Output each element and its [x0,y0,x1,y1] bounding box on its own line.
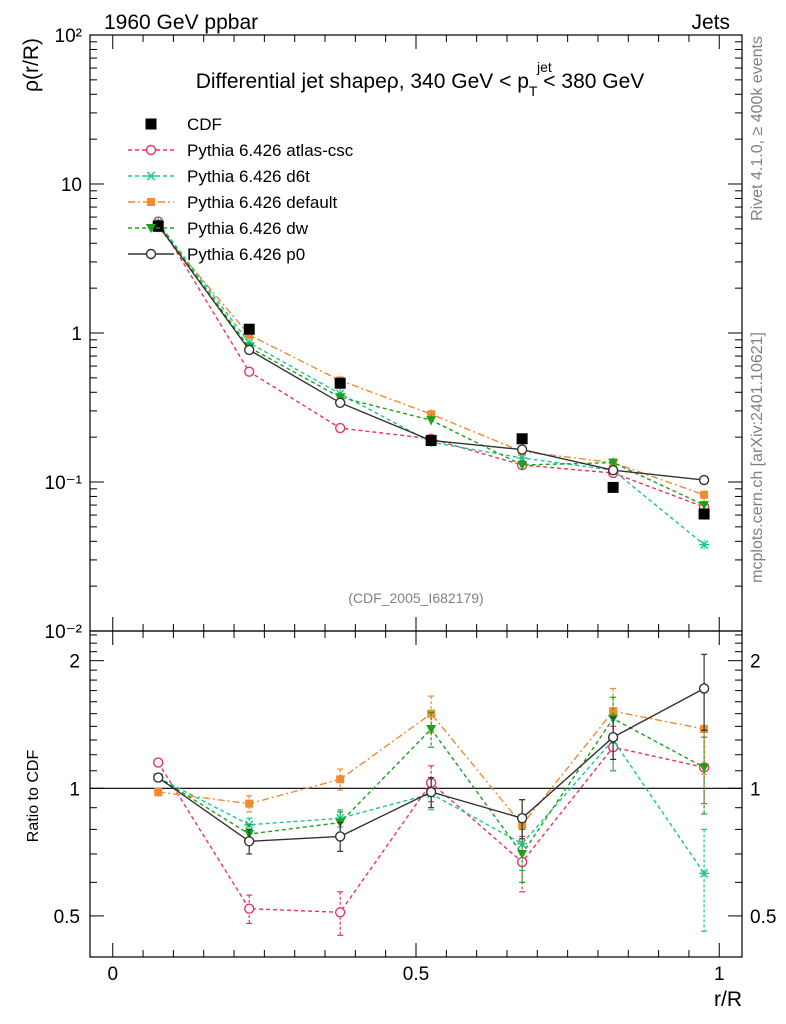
ratio-series-point [426,725,437,735]
ratio-series-point [245,799,254,808]
legend-label: Pythia 6.426 dw [187,219,309,238]
x-tick-label: 0 [107,964,118,985]
legend-label: Pythia 6.426 d6t [187,167,310,186]
ratio-series-point [334,907,346,918]
y-axis-label: ρ(r/R) [20,38,43,92]
ratio-series-point [153,772,164,783]
legend-marker [147,198,155,206]
ratio-series-point [244,903,255,914]
ratio-series-point [153,757,164,768]
marker-stroke [700,540,709,550]
x-axis-label: r/R [714,988,742,1011]
legend-marker [146,224,156,233]
x-tick-label: 1 [714,964,725,985]
legend-marker [145,144,157,156]
ratio-axis-ticks: 0 0.5 1 0.5 0.5 1 1 2 2 [54,631,776,985]
data-point [607,481,619,493]
main-series-point [244,344,255,356]
ratio-series-point [336,775,345,784]
ratio-series-point [516,813,528,824]
y-tick-label: 10⁻² [45,622,83,643]
main-series-point [699,540,710,550]
main-series-point [608,458,619,468]
legend: CDF Pythia 6.426 atlas-csc Pythia 6.426 d6… [128,115,354,264]
main-series-point [427,410,436,419]
ratio-frame [89,630,743,958]
main-series-point [698,474,710,486]
main-series-point [426,416,437,426]
legend-label: Pythia 6.426 p0 [187,245,305,264]
ratio-series-point [699,763,710,773]
y-tick-label: 10 [61,175,82,196]
main-series-point [334,422,346,434]
side-label-bottom: mcplots.cern.ch [arXiv:2401.10621] [749,332,766,583]
header-right: Jets [691,11,730,34]
analysis-tag: (CDF_2005_I682179) [348,590,483,606]
ratio-tick-label-right: 0.5 [750,907,776,928]
chart-title-sub: T [529,83,538,99]
legend-label: CDF [187,115,222,134]
ratio-tick-label: 2 [69,652,80,673]
ratio-series-layer [153,653,710,936]
main-series-point [516,444,528,455]
main-series-point [517,461,528,471]
header-left: 1960 GeV ppbar [104,11,258,34]
ratio-tick-label: 0.5 [54,907,80,928]
marker-stroke [146,171,156,181]
main-series-line [157,223,705,506]
ratio-series-point [244,836,255,847]
main-axis-ticks: 10⁻² 10⁻¹ 1 10 10² [45,26,742,643]
ratio-series-point [699,868,710,878]
main-series-point [607,465,619,476]
legend-marker [145,118,157,130]
main-series-line [157,227,705,496]
main-series-point [334,397,346,409]
chart-title: Differential jet shapeρ, 340 GeV < pT < … [196,70,645,99]
main-series-line [157,222,705,546]
main-series-point [245,330,254,339]
ratio-tick-label: 1 [69,779,80,800]
main-series-point [699,501,710,511]
ratio-series-point [517,839,528,849]
data-point [334,377,346,389]
data-point [425,434,437,446]
ratio-series-point [425,786,437,798]
y-tick-label: 1 [71,324,82,345]
data-point [243,323,255,335]
ratio-series-point [698,683,710,694]
y-tick-label: 10² [55,26,82,47]
data-point [698,508,710,520]
data-point [516,433,528,445]
ratio-series-point [334,831,346,842]
ratio-series-point [517,849,528,859]
y-tick-label: 10⁻¹ [45,473,83,494]
chart-title-main: Differential jet shapeρ, 340 GeV < p [196,70,529,93]
legend-marker [146,171,156,181]
side-label-top: Rivet 4.1.0, ≥ 400k events [749,36,766,221]
ratio-series-point [609,707,618,716]
ratio-series-point [607,731,619,743]
main-series-line [157,221,705,508]
main-series-point [700,490,709,499]
main-series-layer [152,216,710,550]
legend-label: Pythia 6.426 default [187,193,338,212]
legend-label: Pythia 6.426 atlas-csc [187,141,354,160]
ratio-tick-label-right: 1 [750,779,761,800]
main-series-point [244,366,255,377]
chart-title-end: < 380 GeV [537,70,644,93]
marker-stroke [700,868,709,878]
ratio-axis-label: Ratio to CDF [25,750,42,843]
marker-stroke [518,839,527,849]
ratio-tick-label-right: 2 [750,652,761,673]
data-point [152,220,164,232]
x-tick-label: 0.5 [403,964,429,985]
chart-title-sup: jet [536,59,552,75]
legend-marker [145,248,157,260]
ratio-series-point [154,788,163,797]
